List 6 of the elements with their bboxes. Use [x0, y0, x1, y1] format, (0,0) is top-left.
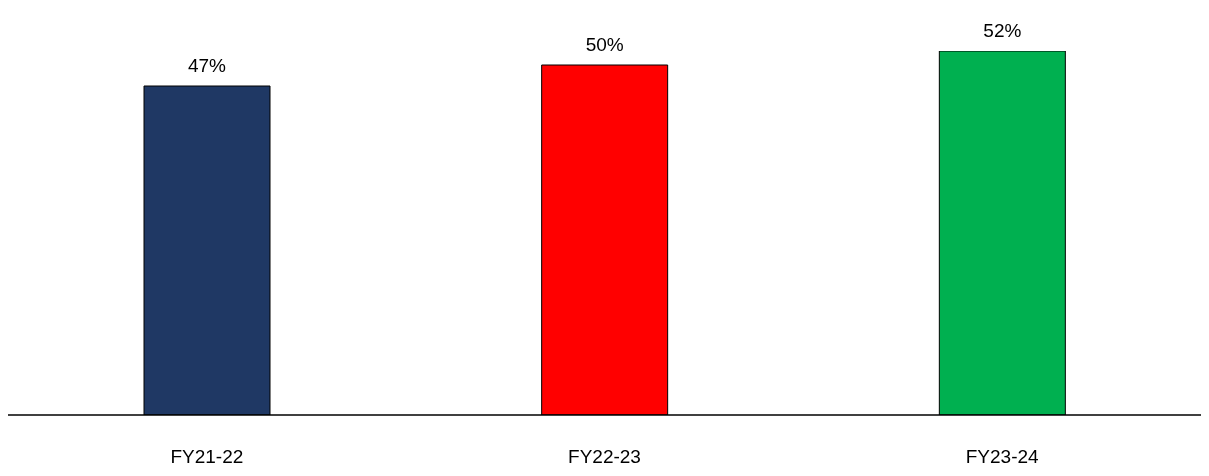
x-tick-label: FY22-23 [568, 446, 641, 467]
data-label: 52% [983, 20, 1022, 41]
data-label: 50% [585, 34, 624, 55]
data-label: 47% [187, 55, 227, 76]
x-tick-label: FY23-24 [965, 446, 1040, 467]
x-tick-label: FY21-22 [170, 446, 244, 467]
